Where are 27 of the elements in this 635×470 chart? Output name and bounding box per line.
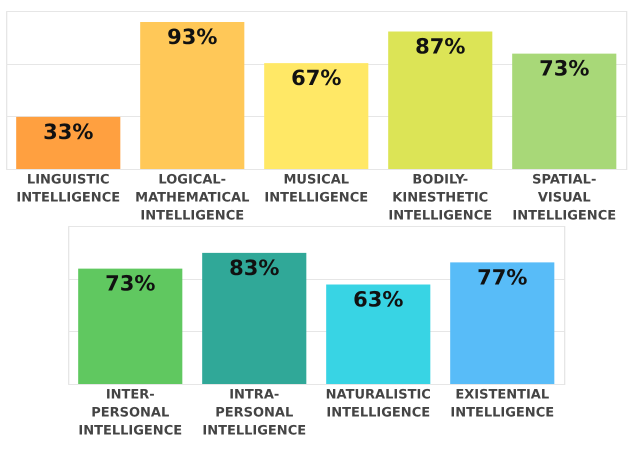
data-label: 33% — [43, 120, 94, 144]
bar — [16, 116, 120, 169]
bar — [388, 32, 492, 169]
data-label: 77% — [477, 265, 528, 290]
x-tick-label: MUSICAL INTELLIGENCE — [264, 172, 368, 206]
bar — [202, 252, 306, 384]
x-tick-label: LOGICAL- MATHEMATICAL INTELLIGENCE — [135, 172, 250, 224]
x-tick-label: LINGUISTIC INTELLIGENCE — [16, 172, 120, 206]
bar — [512, 54, 616, 169]
data-label: 93% — [167, 25, 218, 50]
data-label: 73% — [539, 56, 590, 81]
data-label: 63% — [353, 287, 404, 312]
data-label: 87% — [415, 34, 466, 59]
x-tick-label: NATURALISTIC INTELLIGENCE — [326, 388, 431, 420]
bar — [140, 22, 244, 169]
bar — [78, 268, 182, 384]
data-label: 83% — [229, 256, 280, 280]
x-tick-label: SPATIAL- VISUAL INTELLIGENCE — [512, 172, 616, 224]
x-tick-label: INTRA- PERSONAL INTELLIGENCE — [202, 388, 306, 438]
x-tick-label: BODILY- KINESTHETIC INTELLIGENCE — [388, 172, 492, 224]
bar — [264, 63, 368, 169]
bar — [326, 284, 430, 384]
bar — [450, 262, 554, 384]
data-label: 67% — [291, 66, 342, 90]
x-tick-label: EXISTENTIAL INTELLIGENCE — [450, 388, 554, 420]
data-label: 73% — [105, 272, 156, 296]
x-tick-label: INTER- PERSONAL INTELLIGENCE — [78, 388, 182, 438]
